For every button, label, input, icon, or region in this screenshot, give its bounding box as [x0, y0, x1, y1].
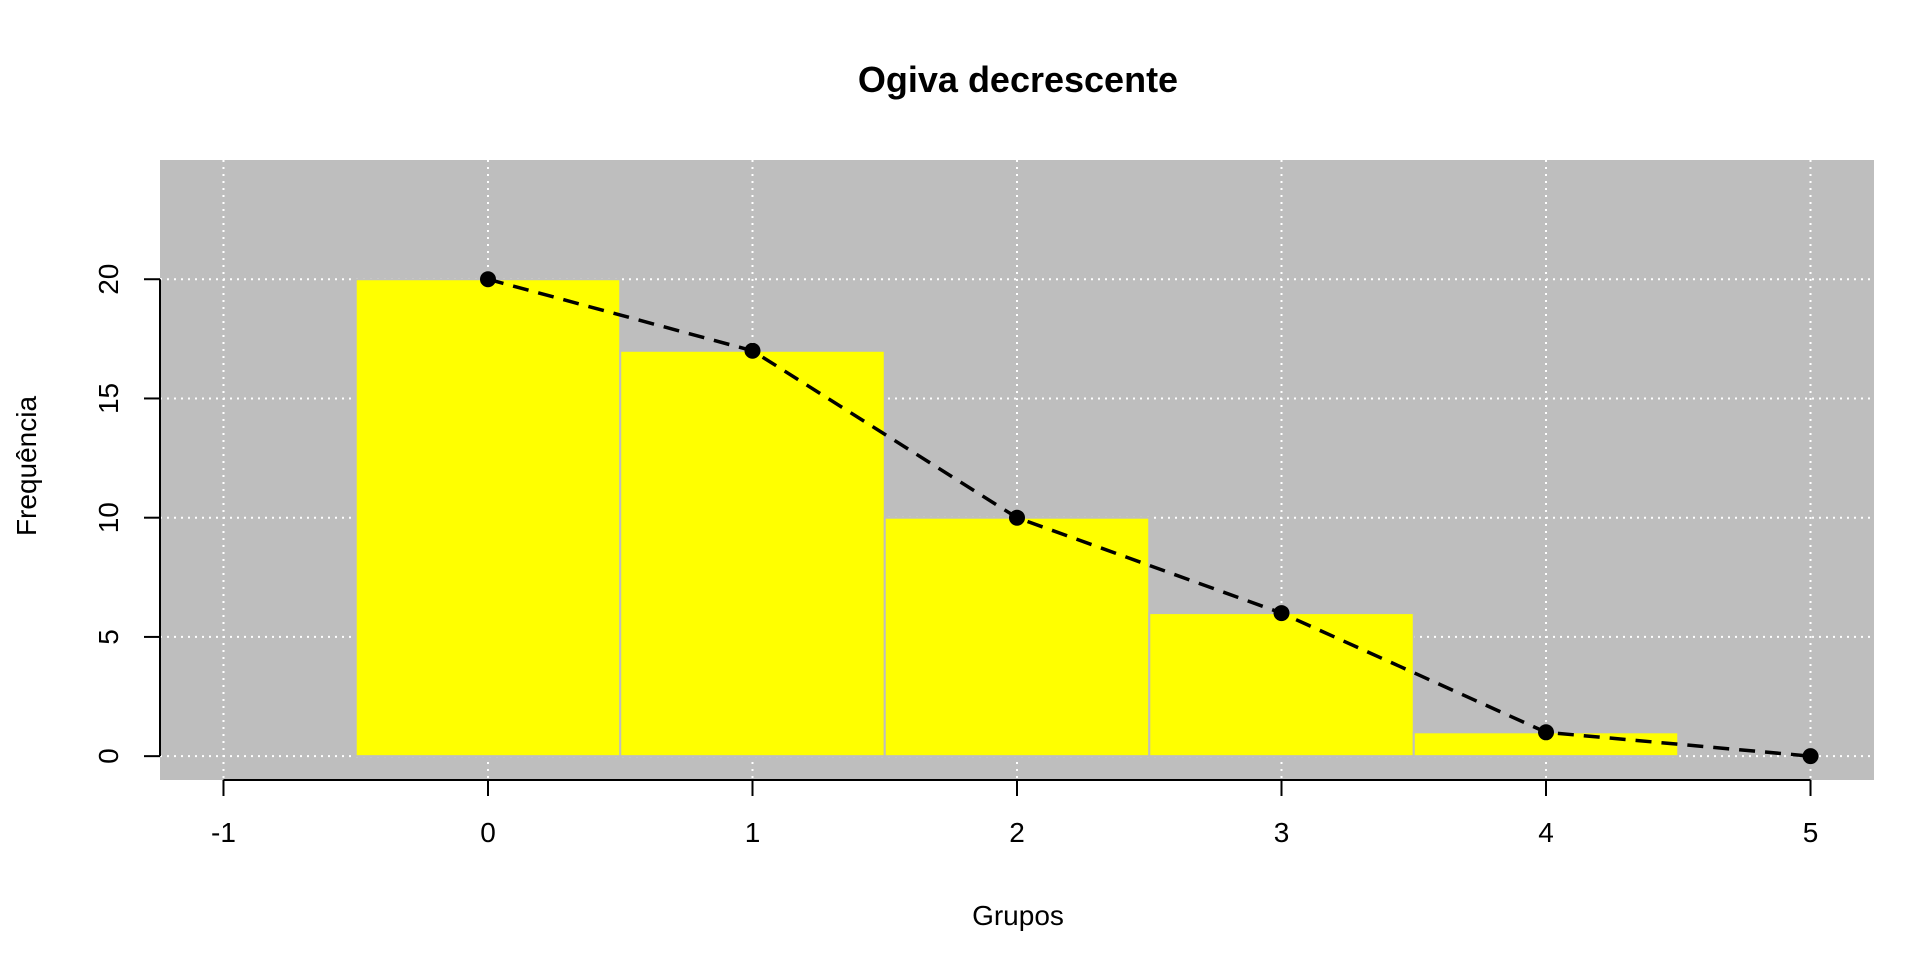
chart-title: Ogiva decrescente [858, 59, 1178, 100]
data-point [1538, 724, 1555, 741]
data-point [1273, 605, 1290, 622]
ogive-line [487, 277, 1811, 758]
x-tick-label: 2 [1009, 817, 1025, 848]
y-axis: 0 5 10 15 20 [93, 264, 161, 764]
x-tick-label: -1 [211, 817, 236, 848]
ogive-points [479, 271, 1819, 765]
x-axis: -1 0 1 2 3 4 5 [211, 779, 1819, 848]
y-tick-label: 20 [93, 264, 124, 295]
x-axis-label: Grupos [972, 900, 1064, 931]
y-tick-label: 15 [93, 383, 124, 414]
y-axis-label: Frequência [11, 396, 42, 537]
data-point [744, 342, 761, 359]
data-point [1802, 748, 1819, 765]
x-tick-label: 3 [1274, 817, 1290, 848]
x-tick-label: 0 [480, 817, 496, 848]
bar [354, 278, 622, 758]
x-tick-label: 1 [745, 817, 761, 848]
bar [883, 516, 1151, 758]
bars [354, 278, 1680, 758]
data-point [1009, 509, 1025, 526]
data-point [479, 271, 496, 288]
bar [619, 349, 886, 758]
bar [1148, 612, 1415, 758]
ogive-polyline [487, 277, 1811, 758]
x-tick-label: 5 [1803, 817, 1819, 848]
y-tick-label: 5 [93, 629, 124, 645]
y-tick-label: 10 [93, 502, 124, 533]
x-tick-label: 4 [1538, 817, 1554, 848]
y-tick-label: 0 [93, 748, 124, 764]
